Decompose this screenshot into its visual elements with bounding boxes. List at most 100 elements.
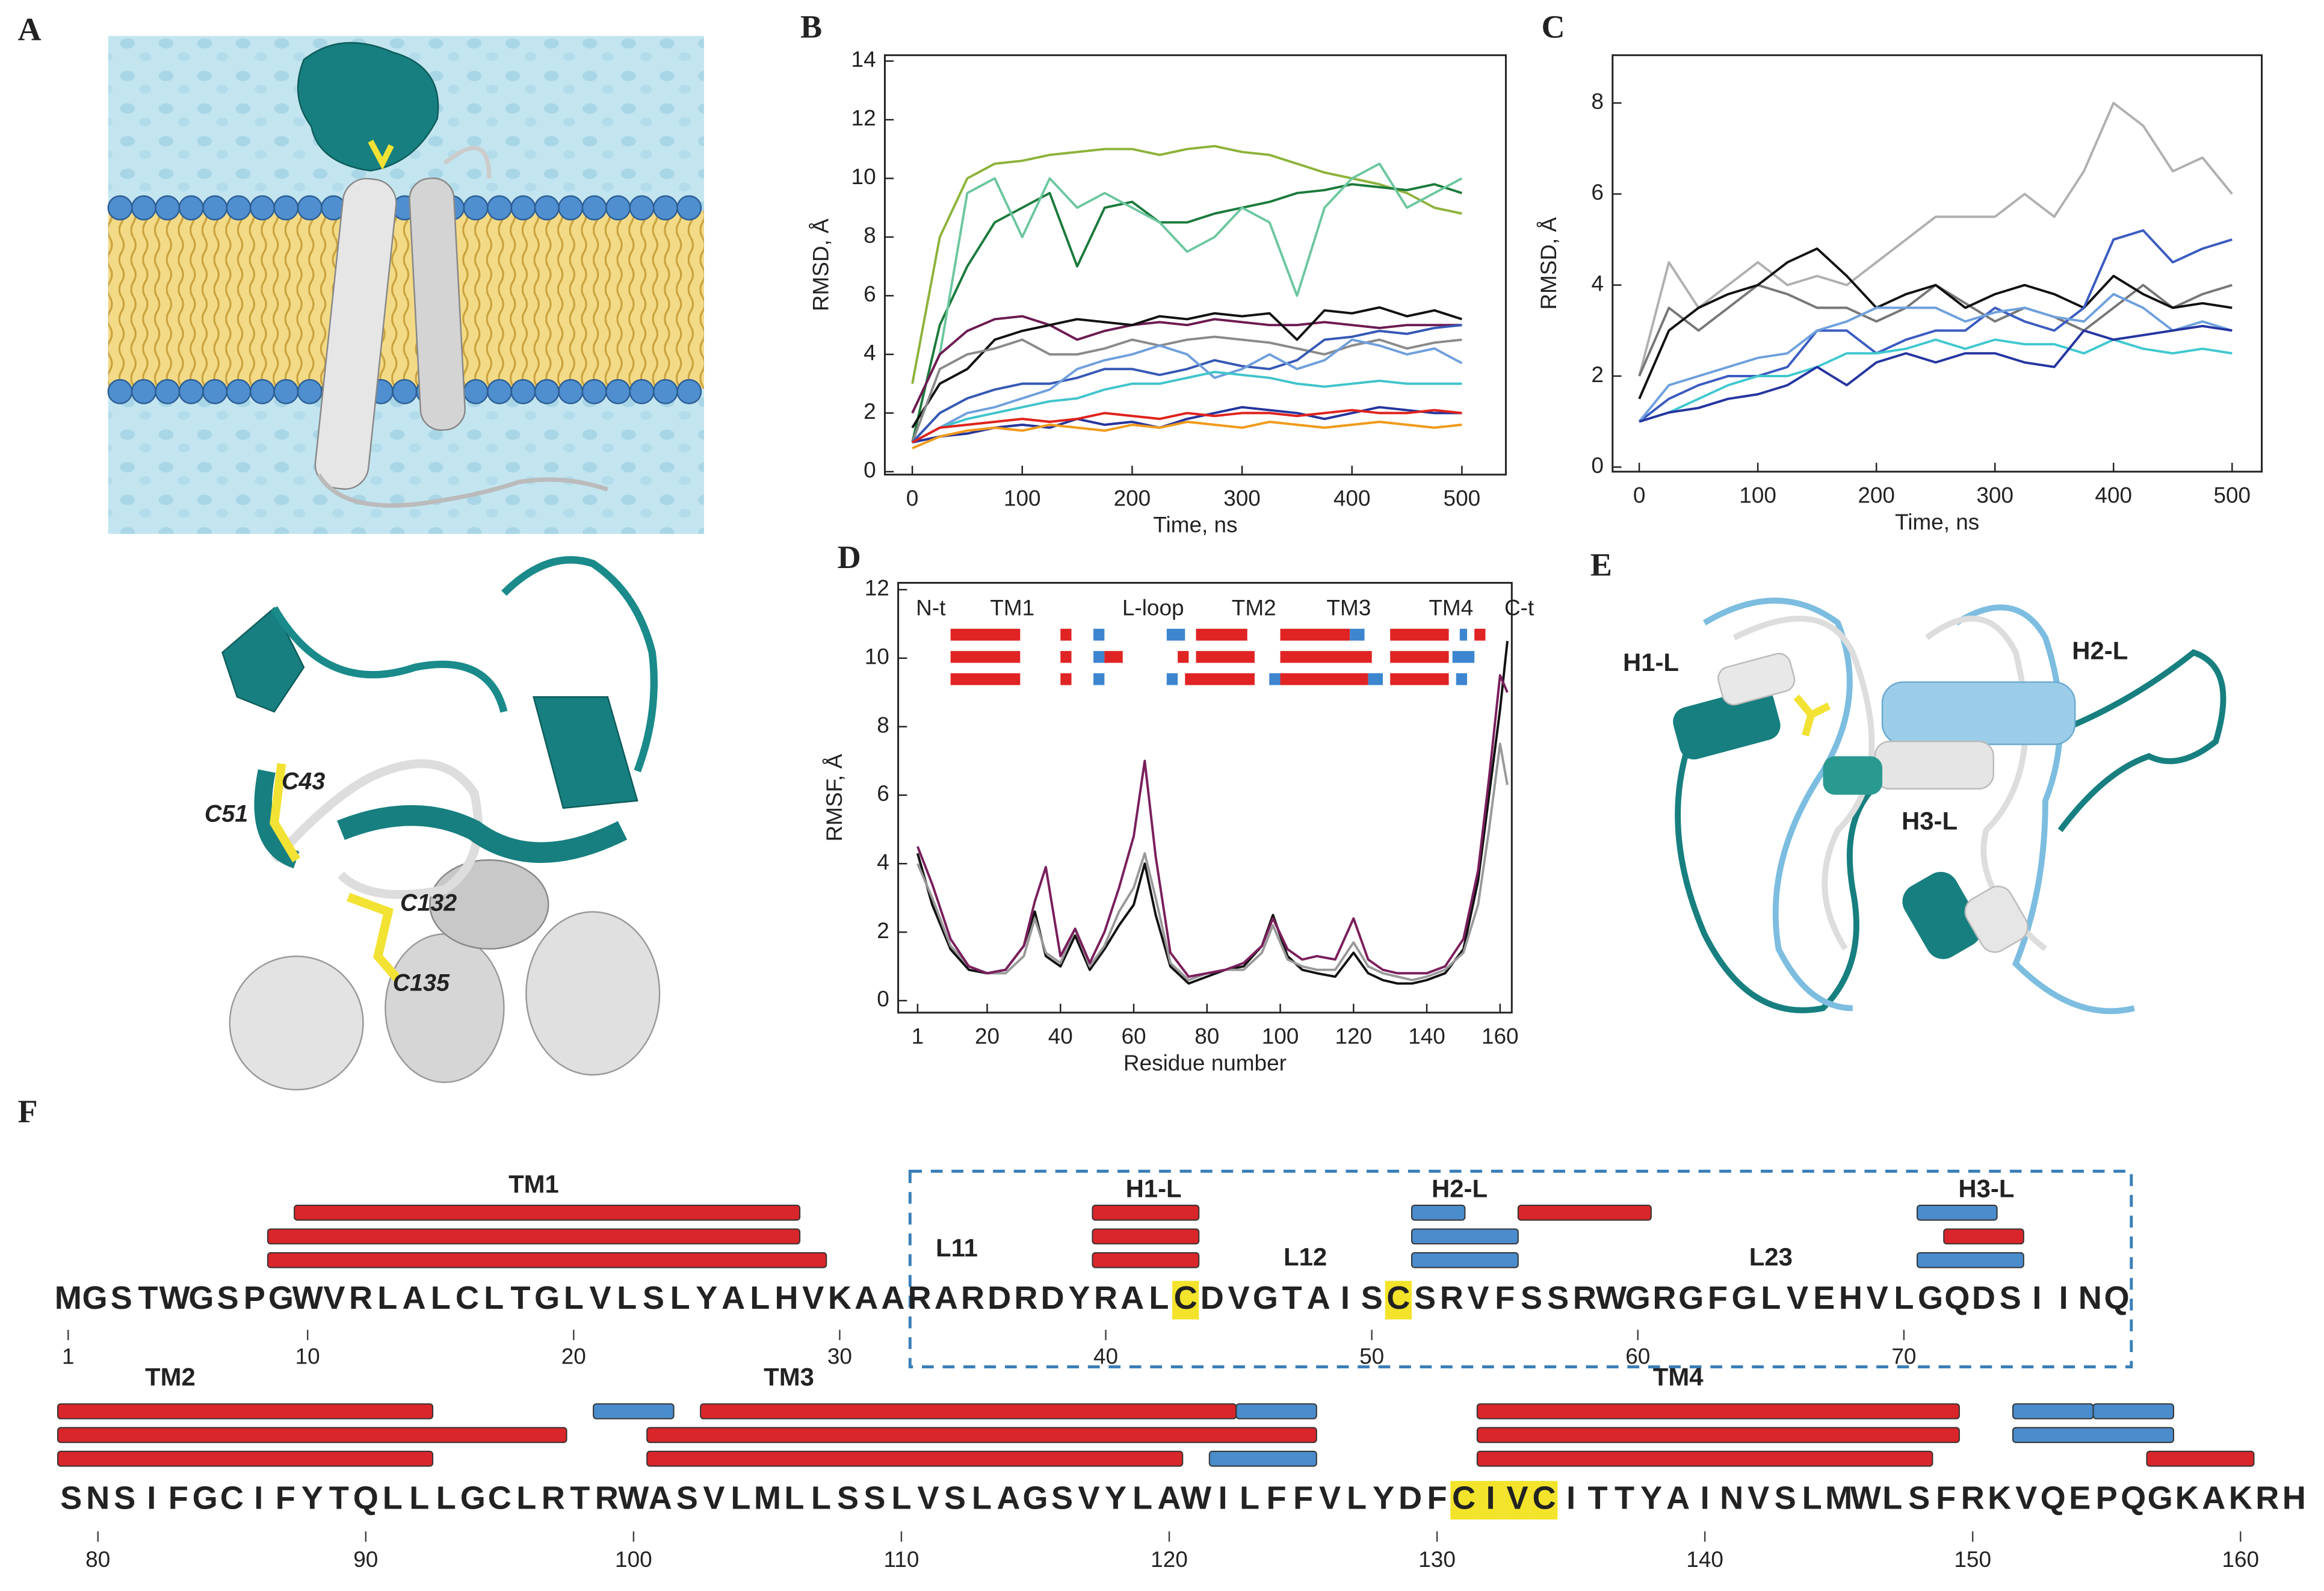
residue: S	[837, 1480, 859, 1516]
structure-segment	[1166, 673, 1178, 685]
residue: N	[2078, 1280, 2102, 1316]
residue: H	[774, 1280, 798, 1316]
residue: F	[168, 1480, 188, 1516]
lipid-head	[250, 378, 275, 404]
residue: C	[1174, 1280, 1198, 1316]
y-axis-label: RMSF, Å	[822, 753, 847, 841]
series-line	[1638, 292, 2233, 422]
residue: Y	[1105, 1480, 1126, 1516]
lipid-head	[676, 195, 702, 221]
ruler-label: 100	[615, 1547, 652, 1572]
residue: V	[1507, 1480, 1528, 1516]
residue: L	[670, 1280, 690, 1316]
helix-label: H2-L	[2072, 636, 2128, 664]
structure-segment	[1060, 628, 1072, 641]
ribbon	[1955, 604, 2135, 1015]
helix-cylinder	[1673, 687, 1781, 760]
residue: V	[1867, 1280, 1888, 1316]
structure-bar	[593, 1403, 675, 1420]
structure-bar	[1476, 1403, 1960, 1420]
residue: A	[881, 1280, 904, 1316]
lipid-head	[676, 378, 702, 404]
highlight	[1450, 1481, 1477, 1520]
lipid-head	[297, 378, 323, 404]
residue: A	[649, 1480, 672, 1516]
structure-bar	[1092, 1228, 1200, 1245]
residue: V	[917, 1480, 939, 1516]
x-tick-label: 140	[1408, 1024, 1445, 1048]
residue: L	[1133, 1480, 1152, 1516]
residue: V	[1467, 1280, 1489, 1316]
series-line	[1639, 338, 2233, 423]
structure-segment	[1104, 650, 1123, 663]
residue: K	[2229, 1480, 2252, 1516]
residue: L	[516, 1480, 536, 1516]
x-tick-label: 400	[1334, 486, 1371, 510]
residue-label: C132	[400, 889, 457, 916]
lipid-head	[558, 378, 584, 404]
residue-label: C51	[205, 801, 248, 827]
lipid-head	[534, 378, 560, 404]
structure-bar	[2012, 1427, 2174, 1444]
residue: Q	[2121, 1480, 2146, 1516]
highlight	[1385, 1281, 1412, 1320]
residue: S	[114, 1480, 135, 1516]
residue: V	[1228, 1280, 1250, 1316]
residue: S	[60, 1480, 82, 1516]
lipid-head	[605, 195, 631, 221]
series-line	[911, 183, 1462, 443]
lipid-head	[510, 378, 536, 404]
structure-bar	[646, 1450, 1184, 1467]
helix	[229, 956, 364, 1091]
helix-cylinder	[1964, 885, 2029, 953]
residue: R	[1014, 1280, 1037, 1316]
structure-segment	[1269, 673, 1281, 685]
residue: L	[784, 1480, 804, 1516]
residue: Q	[2041, 1480, 2066, 1516]
residue: F	[1266, 1480, 1286, 1516]
structure-bar	[1411, 1252, 1519, 1268]
disulfide	[347, 892, 401, 982]
structure-bar	[1235, 1403, 1317, 1420]
x-axis-label: Time, ns	[1153, 513, 1237, 537]
residue: E	[2069, 1480, 2091, 1516]
x-tick-label: 100	[1739, 483, 1776, 507]
residue: V	[1078, 1480, 1099, 1516]
panel-label: C	[1542, 8, 1565, 45]
lipid-head	[226, 195, 252, 221]
structure-bar	[267, 1228, 801, 1245]
residue: L	[377, 1280, 397, 1316]
y-tick-label: 12	[851, 106, 876, 131]
residue: L	[811, 1480, 831, 1516]
residue: V	[1319, 1480, 1341, 1516]
structure-segment	[1093, 650, 1105, 663]
structure-segment	[1368, 673, 1383, 685]
series-line	[911, 162, 1463, 414]
lipid-head	[273, 195, 299, 221]
region-label: H1-L	[1126, 1174, 1182, 1202]
plot-frame	[883, 54, 1507, 476]
residue: D	[1972, 1280, 1995, 1316]
y-tick-label: 10	[865, 644, 889, 669]
residue: L	[1882, 1480, 1902, 1516]
structure-bar	[1916, 1205, 1998, 1221]
residue: H	[1839, 1280, 1862, 1316]
structure-bar	[1517, 1205, 1652, 1221]
structure-segment	[1456, 673, 1468, 685]
ruler-label: 50	[1359, 1344, 1384, 1368]
y-tick-label: 14	[851, 47, 876, 72]
residue: D	[1201, 1280, 1224, 1316]
y-tick-label: 0	[864, 458, 876, 483]
ruler-label: 60	[1625, 1344, 1650, 1368]
residue: C	[1452, 1480, 1476, 1516]
disulfide	[368, 140, 394, 170]
residue: L	[617, 1280, 637, 1316]
series-line	[912, 406, 1462, 444]
helix	[254, 769, 300, 869]
residue: I	[1701, 1480, 1710, 1516]
residue: S	[1547, 1280, 1569, 1316]
helix-label: H3-L	[1902, 807, 1958, 835]
structure-segment	[1093, 628, 1105, 641]
lipid-head	[487, 195, 512, 221]
